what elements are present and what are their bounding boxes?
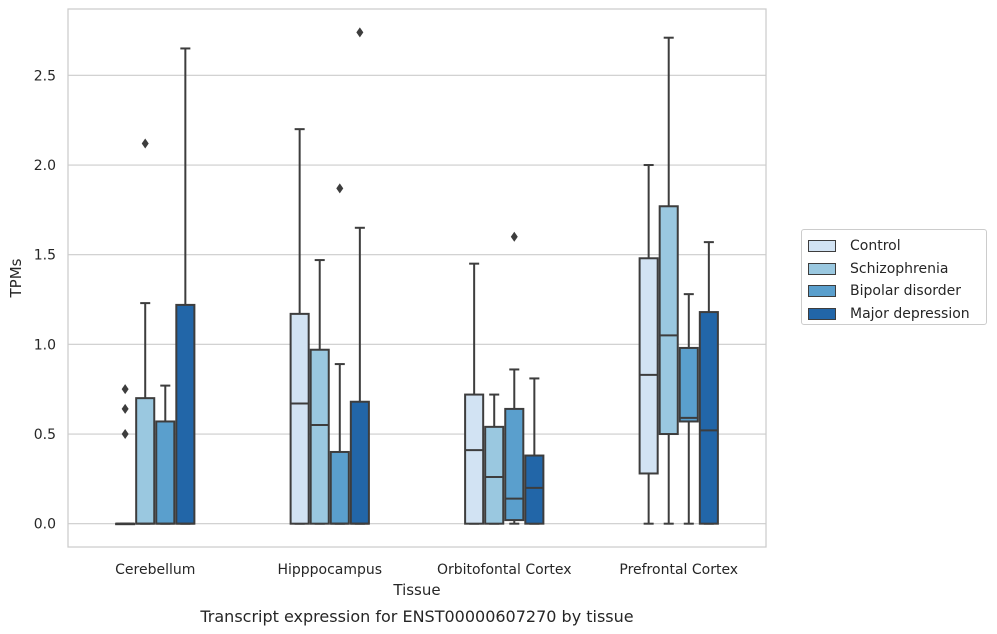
y-tick-label-4: 2.0 xyxy=(34,158,56,174)
x-tick-label-3: Prefrontal Cortex xyxy=(619,562,738,578)
box-3-2 xyxy=(678,293,699,525)
box-iqr xyxy=(678,346,699,423)
y-tick-label-1: 0.5 xyxy=(34,427,56,443)
y-tick-label-2: 1.0 xyxy=(34,337,56,353)
outlier-point-0 xyxy=(336,183,344,194)
box-2-2 xyxy=(504,231,525,525)
legend-label-major-depression: Major depression xyxy=(850,305,970,322)
legend-swatch-control xyxy=(808,240,836,253)
box-iqr xyxy=(155,420,176,525)
box-iqr xyxy=(504,407,525,522)
box-iqr xyxy=(329,450,350,525)
y-axis-label: TPMs xyxy=(7,258,25,298)
legend-item-schizophrenia: Schizophrenia xyxy=(808,258,986,281)
box-1-2 xyxy=(329,183,350,525)
x-tick-labels: Cerebellum Hipppocampus Orbitofontal Corte… xyxy=(115,562,738,578)
box-iqr xyxy=(524,454,545,525)
box-iqr xyxy=(289,312,310,525)
box-iqr xyxy=(349,400,370,525)
y-tick-label-0: 0.0 xyxy=(34,517,56,533)
legend-swatch-bipolar-disorder xyxy=(808,285,836,298)
x-tick-label-2: Orbitofontal Cortex xyxy=(437,562,572,578)
outlier-point-1 xyxy=(121,403,129,414)
y-tick-label-3: 1.5 xyxy=(34,248,56,264)
outlier-point-0 xyxy=(510,231,518,242)
legend-item-bipolar-disorder: Bipolar disorder xyxy=(808,280,986,303)
box-3-0 xyxy=(638,164,659,525)
legend-label-control: Control xyxy=(850,238,901,255)
box-0-1 xyxy=(135,138,156,525)
legend-swatch-schizophrenia xyxy=(808,262,836,275)
legend-item-control: Control xyxy=(808,235,986,258)
box-iqr xyxy=(309,348,330,525)
x-tick-label-1: Hipppocampus xyxy=(277,562,382,578)
box-2-3 xyxy=(524,377,545,525)
box-iqr xyxy=(135,397,156,525)
box-iqr xyxy=(698,311,719,525)
box-groups xyxy=(115,27,719,526)
box-0-0 xyxy=(115,384,136,526)
chart-caption: Transcript expression for ENST0000060727… xyxy=(199,607,633,626)
box-0-2 xyxy=(155,384,176,525)
x-axis-label: Tissue xyxy=(392,581,440,599)
box-iqr xyxy=(175,303,196,525)
outlier-point-2 xyxy=(121,384,129,395)
legend-label-schizophrenia: Schizophrenia xyxy=(850,260,949,277)
box-1-1 xyxy=(309,259,330,525)
plot-frame xyxy=(67,8,767,548)
legend: Control Schizophrenia Bipolar disorder M… xyxy=(801,229,987,325)
y-tick-labels: 0.0 0.5 1.0 1.5 2.0 2.5 xyxy=(34,68,56,532)
box-iqr xyxy=(464,393,485,525)
outlier-point-0 xyxy=(141,138,149,149)
legend-swatch-major-depression xyxy=(808,307,836,320)
box-iqr xyxy=(658,205,679,436)
box-iqr xyxy=(484,425,505,525)
box-2-0 xyxy=(464,262,485,525)
box-3-1 xyxy=(658,36,679,525)
box-1-3 xyxy=(349,27,370,525)
box-iqr xyxy=(638,257,659,475)
box-2-1 xyxy=(484,393,505,525)
box-3-3 xyxy=(698,241,719,525)
box-0-3 xyxy=(175,47,196,525)
outlier-point-0 xyxy=(356,27,364,38)
legend-label-bipolar-disorder: Bipolar disorder xyxy=(850,283,962,300)
box-1-0 xyxy=(289,128,310,525)
x-tick-label-0: Cerebellum xyxy=(115,562,195,578)
legend-item-major-depression: Major depression xyxy=(808,303,986,326)
y-tick-label-5: 2.5 xyxy=(34,68,56,84)
outlier-point-0 xyxy=(121,429,129,440)
